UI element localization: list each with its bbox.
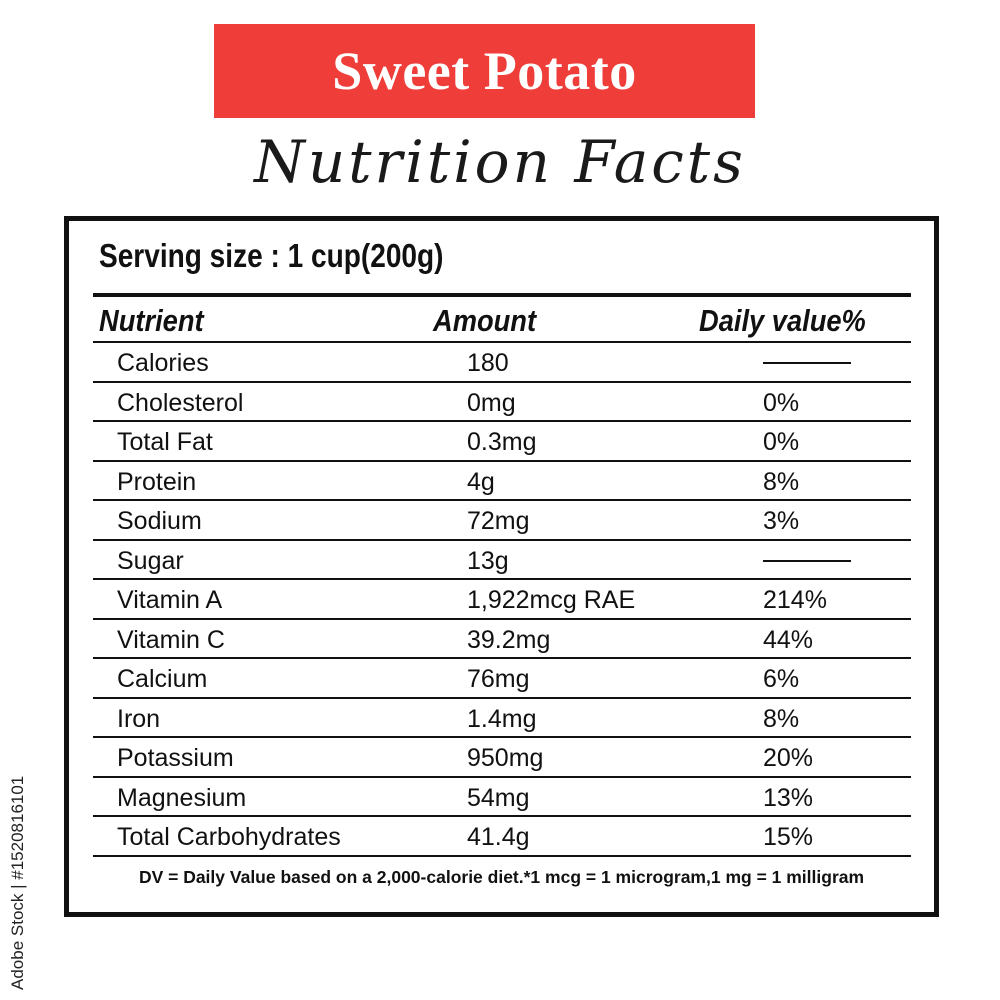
table-row: Iron 1.4mg 8% — [93, 699, 911, 738]
serving-size: Serving size : 1 cup(200g) — [99, 237, 444, 274]
nutrient-name: Magnesium — [117, 783, 247, 812]
nutrient-amount: 180 — [467, 349, 509, 377]
nutrient-daily-value: 8% — [763, 467, 800, 496]
footnote: DV = Daily Value based on a 2,000-calori… — [138, 867, 865, 887]
nutrient-daily-value: 214% — [763, 586, 827, 614]
table-row: Protein 4g 8% — [93, 462, 911, 501]
nutrient-daily-value: 0% — [763, 428, 800, 456]
column-header-daily-value: Daily value% — [699, 303, 866, 338]
column-header-amount: Amount — [433, 303, 537, 338]
table-header: Nutrient Amount Daily value% — [93, 299, 911, 343]
nutrient-amount: 54mg — [467, 783, 530, 812]
table-row: Magnesium 54mg 13% — [93, 778, 911, 817]
nutrient-amount: 72mg — [467, 507, 530, 535]
nutrient-amount: 39.2mg — [467, 625, 551, 654]
nutrient-amount: 1,922mcg RAE — [467, 586, 636, 614]
table-row: Sugar 13g — [93, 541, 911, 580]
nutrient-amount: 41.4g — [467, 823, 530, 851]
nutrient-name: Protein — [117, 467, 197, 496]
nutrient-name: Vitamin C — [117, 625, 225, 654]
nutrient-amount: 76mg — [467, 665, 530, 693]
nutrient-amount: 0mg — [467, 388, 516, 417]
nutrient-daily-value: 15% — [763, 823, 814, 851]
table-row: Vitamin A 1,922mcg RAE 214% — [93, 580, 911, 620]
daily-value-dash — [763, 362, 851, 364]
nutrient-name: Calcium — [117, 665, 208, 693]
table-row: Potassium 950mg 20% — [93, 738, 911, 778]
nutrition-label: Serving size : 1 cup(200g) Nutrient Amou… — [64, 216, 939, 917]
nutrient-daily-value: 20% — [763, 744, 814, 772]
nutrient-amount: 1.4mg — [467, 704, 537, 733]
daily-value-dash — [763, 559, 851, 562]
nutrient-amount: 13g — [467, 546, 509, 575]
table-row: Vitamin C 39.2mg 44% — [93, 620, 911, 659]
table-row: Cholesterol 0mg 0% — [93, 383, 911, 422]
nutrient-daily-value: 8% — [763, 704, 800, 733]
nutrient-name: Sodium — [117, 507, 202, 535]
nutrient-name: Calories — [117, 349, 209, 377]
nutrient-name: Sugar — [117, 546, 184, 575]
nutrient-daily-value: 6% — [763, 665, 800, 693]
nutrient-daily-value: 0% — [763, 388, 800, 417]
nutrient-name: Total Fat — [117, 428, 213, 456]
table-row: Calcium 76mg 6% — [93, 659, 911, 699]
nutrient-amount: 0.3mg — [467, 428, 537, 456]
nutrient-name: Vitamin A — [117, 586, 223, 614]
nutrient-table: Calories 180 Cholesterol 0mg 0% Total Fat 0.3m… — [93, 343, 911, 857]
table-row: Sodium 72mg 3% — [93, 501, 911, 541]
nutrient-daily-value: 44% — [763, 625, 814, 654]
page-title: Sweet Potato — [332, 41, 637, 101]
column-header-nutrient: Nutrient — [99, 303, 204, 338]
nutrient-name: Cholesterol — [117, 388, 244, 417]
nutrient-name: Total Carbohydrates — [117, 823, 341, 851]
nutrient-name: Iron — [117, 704, 161, 733]
stock-watermark-id: Adobe Stock | #1520816101 — [8, 775, 27, 990]
nutrient-daily-value: 13% — [763, 783, 814, 812]
nutrient-daily-value: 3% — [763, 507, 800, 535]
table-row: Total Fat 0.3mg 0% — [93, 422, 911, 462]
table-row: Total Carbohydrates 41.4g 15% — [93, 817, 911, 857]
title-banner: Sweet Potato — [214, 24, 755, 118]
nutrient-name: Potassium — [117, 744, 234, 772]
table-row: Calories 180 — [93, 343, 911, 383]
nutrient-amount: 4g — [467, 467, 495, 496]
nutrition-facts-heading: Nutrition Facts — [254, 128, 746, 196]
header-divider — [93, 293, 911, 297]
nutrient-amount: 950mg — [467, 744, 544, 772]
